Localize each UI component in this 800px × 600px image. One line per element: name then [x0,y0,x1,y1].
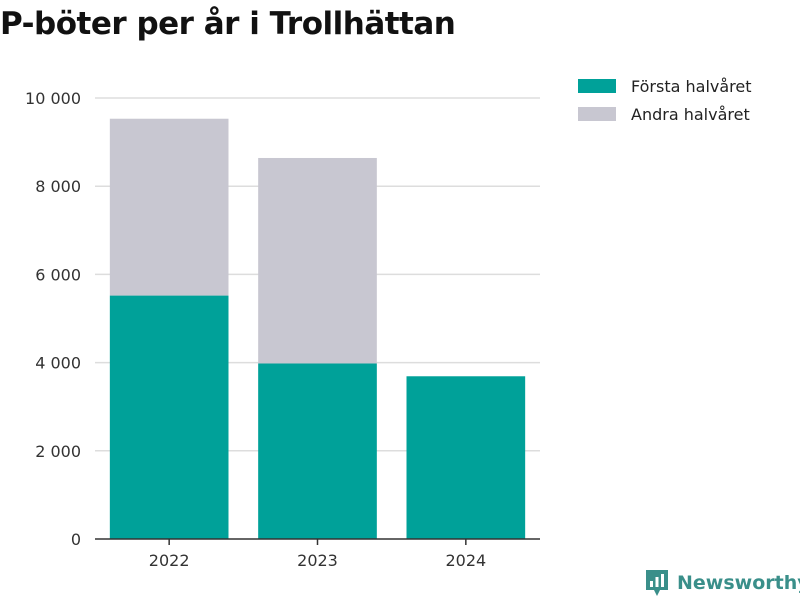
legend: Första halvåret Andra halvåret [578,72,752,128]
brand-name: Newsworthy [677,572,800,594]
y-tick-label: 0 [71,530,81,549]
chart-title: P-böter per år i Trollhättan [0,6,456,42]
legend-item-second-half[interactable]: Andra halvåret [578,100,752,128]
legend-label-first-half: Första halvåret [631,76,752,96]
newsworthy-logo: Newsworthy [644,568,800,598]
bar-2022-series-2[interactable] [109,118,229,296]
bar-2022-series-1[interactable] [109,295,229,539]
newsworthy-logo-icon [646,570,668,596]
axes: 0 2 000 4 000 6 000 8 000 10 000 2022 2023 2024 [25,89,540,570]
y-tick-label: 10 000 [25,89,81,108]
y-tick-label: 4 000 [35,354,81,373]
y-tick-label: 8 000 [35,177,81,196]
bar-2023-series-2[interactable] [258,157,377,364]
bar-2023-series-1[interactable] [258,363,377,539]
legend-swatch-second-half [578,107,616,121]
x-tick-label: 2022 [149,551,190,570]
y-tick-label: 6 000 [35,265,81,284]
bars [109,118,526,539]
legend-label-second-half: Andra halvåret [631,104,750,124]
legend-item-first-half[interactable]: Första halvåret [578,72,752,100]
x-tick-label: 2024 [445,551,486,570]
y-tick-label: 2 000 [35,442,81,461]
x-tick-label: 2023 [297,551,338,570]
bar-2024-series-1[interactable] [406,376,526,539]
legend-swatch-first-half [578,79,616,93]
